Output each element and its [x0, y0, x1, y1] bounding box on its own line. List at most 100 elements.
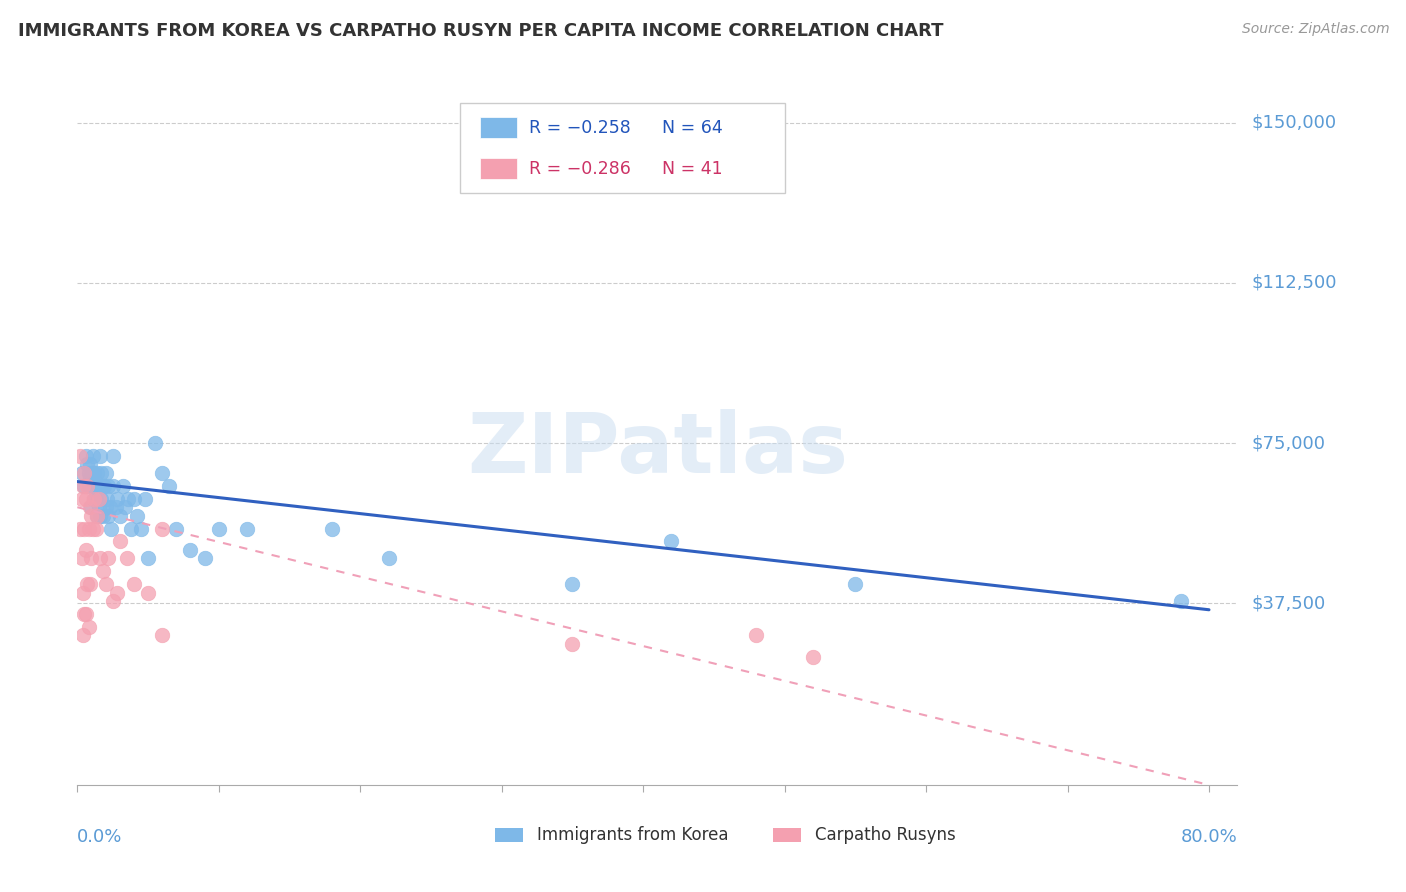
Point	[87, 500, 110, 515]
Point	[94, 577, 117, 591]
Point	[134, 491, 156, 506]
Point	[377, 551, 399, 566]
Point	[86, 508, 108, 523]
Text: IMMIGRANTS FROM KOREA VS CARPATHO RUSYN PER CAPITA INCOME CORRELATION CHART: IMMIGRANTS FROM KOREA VS CARPATHO RUSYN …	[18, 22, 943, 40]
Point	[844, 577, 866, 591]
Point	[75, 491, 97, 506]
Point	[179, 543, 201, 558]
Point	[72, 585, 94, 599]
Point	[143, 436, 166, 450]
Text: $75,000: $75,000	[1251, 434, 1326, 452]
Text: R = −0.258: R = −0.258	[529, 119, 630, 136]
Text: ZIPatlas: ZIPatlas	[467, 409, 848, 490]
Point	[94, 466, 117, 480]
Point	[83, 491, 105, 506]
Point	[745, 628, 768, 642]
Point	[101, 479, 124, 493]
Point	[83, 491, 105, 506]
Bar	[479, 117, 517, 138]
Point	[84, 479, 107, 493]
Point	[91, 564, 114, 578]
Point	[150, 522, 173, 536]
Point	[661, 534, 683, 549]
Point	[97, 508, 120, 523]
Text: R = −0.286: R = −0.286	[529, 160, 630, 178]
Text: N = 41: N = 41	[662, 160, 723, 178]
Point	[136, 551, 159, 566]
Text: 80.0%: 80.0%	[1181, 828, 1237, 846]
Point	[76, 479, 98, 493]
Text: $37,500: $37,500	[1251, 594, 1326, 612]
Point	[73, 466, 96, 480]
Point	[73, 479, 96, 493]
Point	[108, 534, 131, 549]
FancyBboxPatch shape	[460, 103, 785, 193]
Point	[70, 491, 93, 506]
Text: N = 64: N = 64	[662, 119, 723, 136]
Point	[90, 491, 112, 506]
Point	[70, 466, 93, 480]
Point	[87, 491, 110, 506]
Point	[125, 508, 148, 523]
Point	[83, 466, 105, 480]
Point	[117, 491, 139, 506]
Point	[561, 637, 583, 651]
Bar	[495, 828, 523, 842]
Point	[94, 500, 117, 515]
Point	[150, 466, 173, 480]
Point	[75, 449, 97, 463]
Text: Immigrants from Korea: Immigrants from Korea	[537, 826, 728, 844]
Point	[801, 649, 824, 664]
Point	[82, 449, 104, 463]
Point	[115, 551, 138, 566]
Point	[89, 479, 111, 493]
Point	[72, 479, 94, 493]
Point	[77, 466, 100, 480]
Point	[83, 479, 105, 493]
Point	[165, 522, 187, 536]
Point	[120, 522, 142, 536]
Point	[90, 466, 112, 480]
Point	[91, 479, 114, 493]
Point	[80, 500, 103, 515]
Point	[86, 466, 108, 480]
Point	[96, 491, 118, 506]
Point	[79, 577, 101, 591]
Point	[77, 479, 100, 493]
Point	[129, 522, 152, 536]
Text: Carpatho Rusyns: Carpatho Rusyns	[815, 826, 956, 844]
Point	[97, 479, 120, 493]
Bar	[773, 828, 801, 842]
Point	[77, 522, 100, 536]
Point	[76, 458, 98, 472]
Point	[98, 500, 121, 515]
Point	[80, 479, 103, 493]
Point	[194, 551, 217, 566]
Point	[75, 607, 97, 621]
Point	[321, 522, 343, 536]
Point	[79, 500, 101, 515]
Point	[69, 522, 91, 536]
Point	[208, 522, 231, 536]
Point	[79, 458, 101, 472]
Point	[82, 522, 104, 536]
Point	[104, 500, 127, 515]
Point	[70, 551, 93, 566]
Point	[105, 585, 128, 599]
Text: $112,500: $112,500	[1251, 274, 1337, 292]
Text: 0.0%: 0.0%	[77, 828, 122, 846]
Point	[77, 620, 100, 634]
Point	[114, 500, 136, 515]
Point	[561, 577, 583, 591]
Point	[89, 449, 111, 463]
Point	[100, 522, 122, 536]
Point	[73, 522, 96, 536]
Point	[122, 577, 145, 591]
Point	[82, 466, 104, 480]
Point	[105, 491, 128, 506]
Point	[75, 543, 97, 558]
Point	[80, 508, 103, 523]
Point	[91, 508, 114, 523]
Point	[150, 628, 173, 642]
Point	[89, 551, 111, 566]
